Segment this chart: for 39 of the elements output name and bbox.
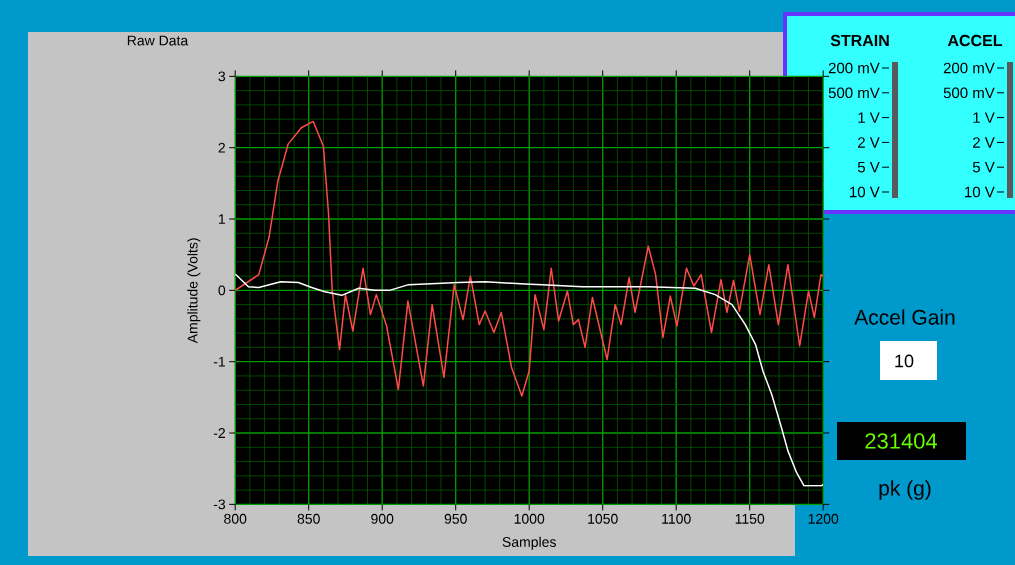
y-tick-label: -1 (213, 356, 225, 367)
category-label: 10 V (850, 186, 880, 198)
x-tick-label: 1000 (514, 513, 545, 524)
y-axis-title: Amplitude (Volts) (187, 238, 201, 344)
line-series (235, 120, 824, 397)
text: pk (g) (879, 480, 931, 500)
line-series (235, 273, 824, 487)
category-label: 5 V (972, 161, 995, 173)
x-tick-label: 850 (297, 513, 320, 524)
y-tick-label: 3 (218, 71, 226, 82)
text: Accel Gain (854, 309, 955, 325)
category-label: 2 V (973, 137, 995, 148)
category-label: 200 mV (943, 62, 995, 74)
x-tick-label: 800 (224, 513, 247, 524)
category-label: 1 V (858, 112, 880, 123)
category-label: 5 V (857, 161, 880, 173)
x-tick-label: 1100 (662, 513, 691, 524)
text: ACCEL (947, 34, 1003, 47)
x-tick-label: 1200 (808, 513, 839, 524)
category-label: 500 mV (828, 87, 880, 99)
category-label: 10 V (965, 186, 995, 198)
x-tick-label: 950 (444, 513, 467, 524)
y-tick-label: -2 (213, 428, 225, 438)
text: 231404 (865, 433, 938, 449)
text: STRAIN (830, 34, 889, 47)
y-tick-label: 0 (218, 285, 226, 296)
x-tick-label: 900 (371, 513, 394, 524)
category-label: 1 V (973, 112, 995, 123)
x-tick-label: 1150 (735, 513, 765, 524)
category-label: 200 mV (828, 62, 880, 74)
x-tick-label: 1050 (588, 513, 618, 524)
category-label: 500 mV (943, 87, 995, 99)
category-label: 2 V (858, 137, 880, 148)
text: 10 (895, 354, 914, 368)
y-tick-label: 1 (218, 214, 225, 224)
y-tick-label: -3 (213, 499, 226, 510)
x-axis-title: Samples (502, 536, 556, 550)
y-tick-label: 2 (218, 142, 225, 153)
chart-title: Raw Data (127, 35, 189, 46)
